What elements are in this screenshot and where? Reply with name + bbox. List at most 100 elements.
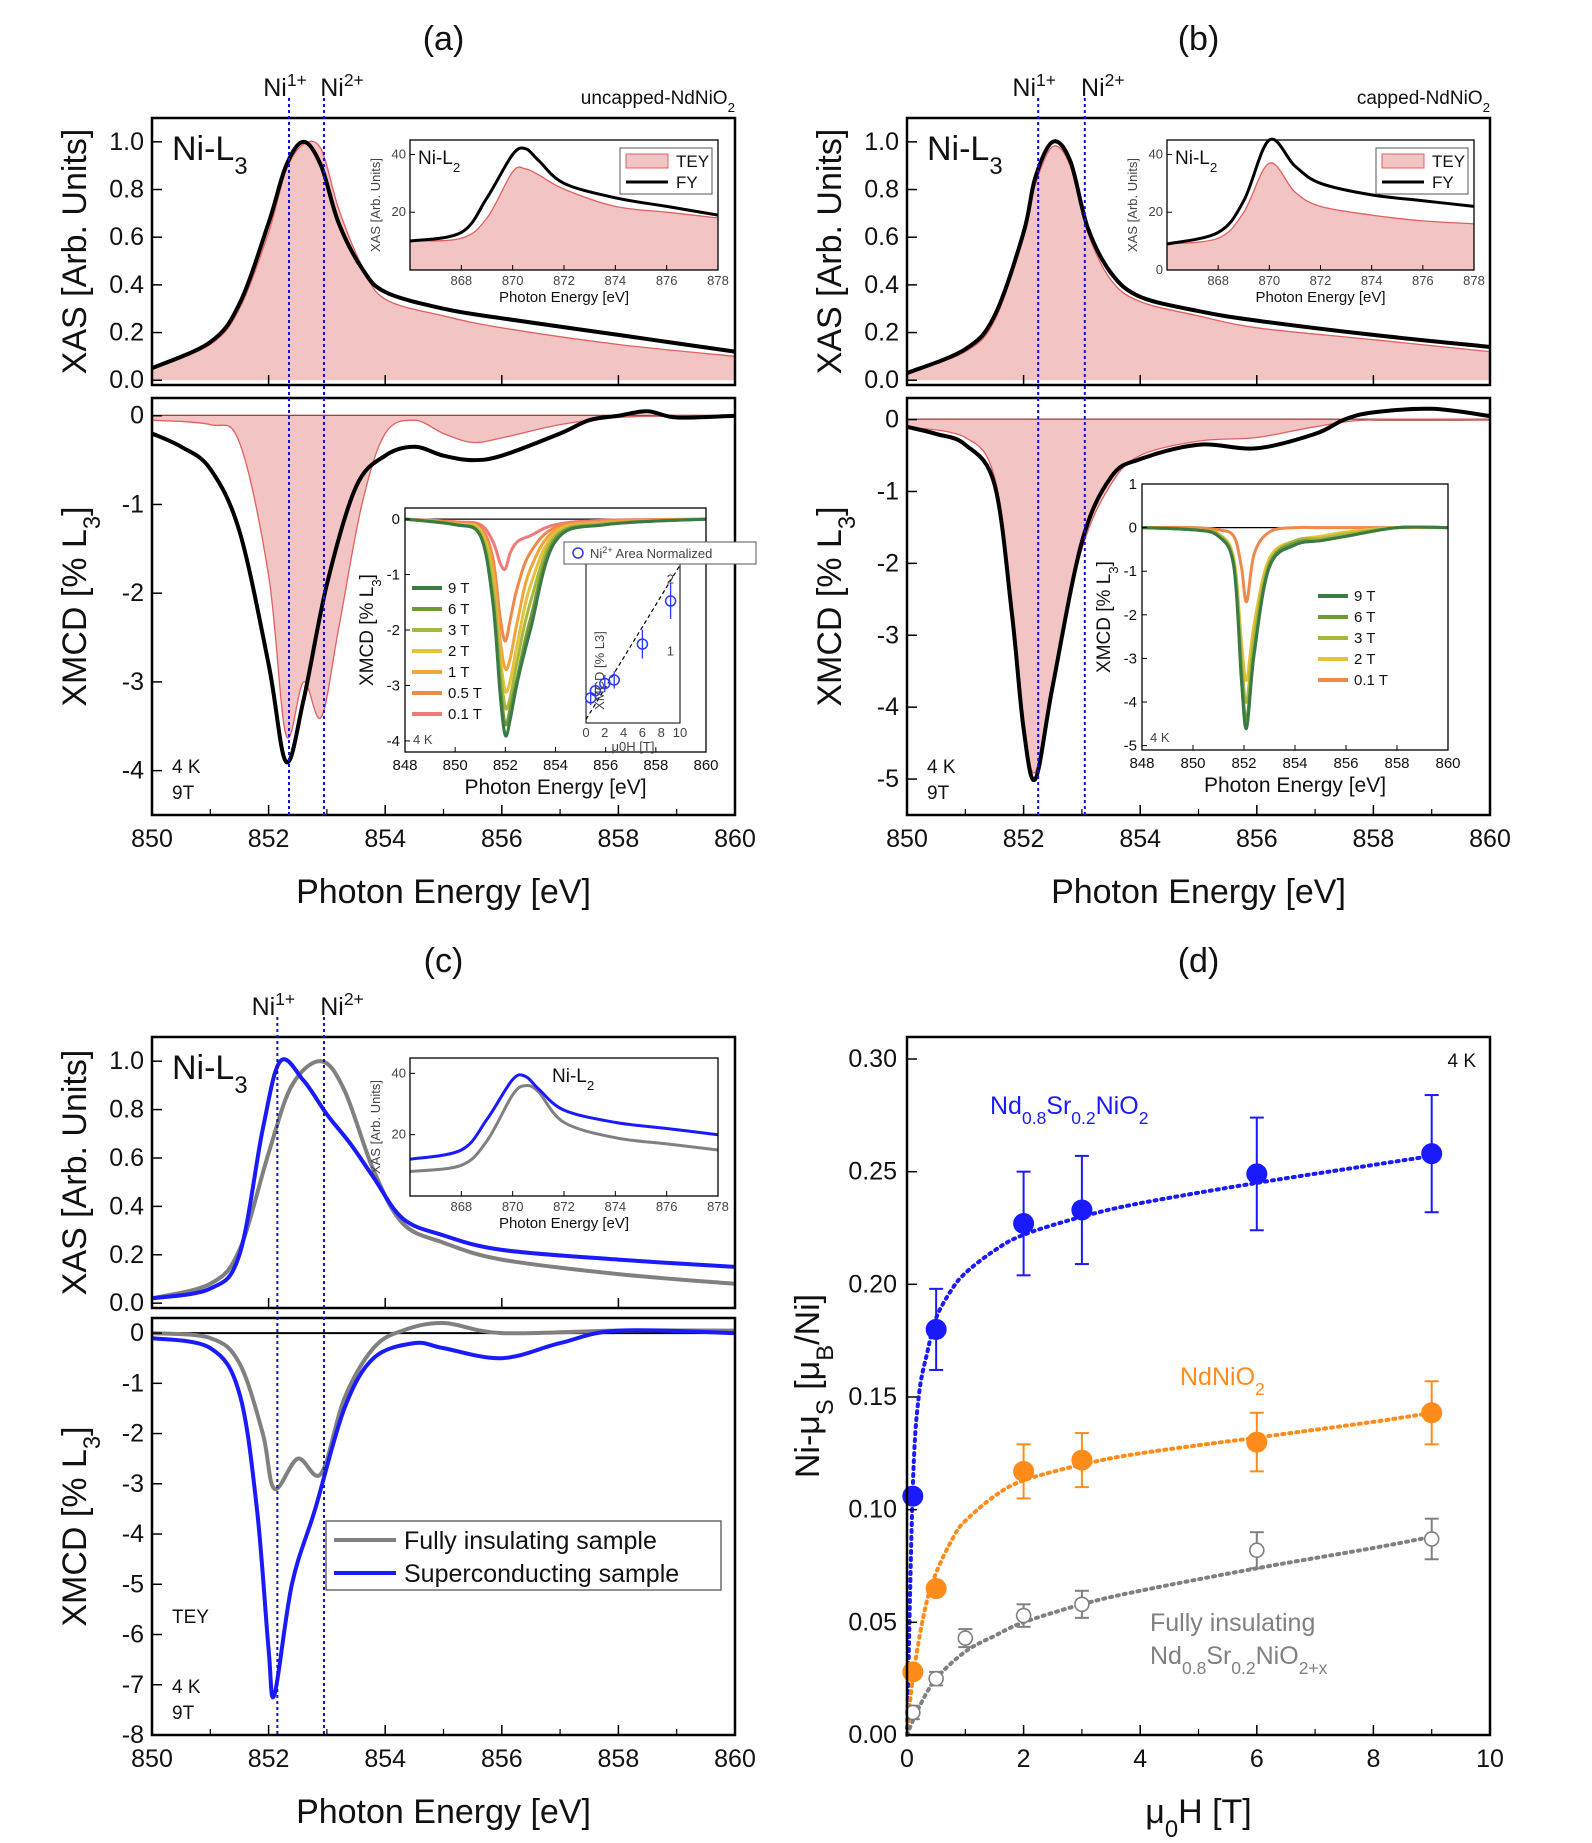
y-tick-label: -4 — [387, 733, 400, 750]
data-point — [925, 1318, 947, 1340]
inset-bg — [1142, 484, 1448, 750]
s1-label: Nd0.8Sr0.2NiO2 — [990, 1092, 1148, 1128]
x-tick-label: 856 — [593, 757, 618, 774]
legend-swatch-tey — [625, 153, 669, 169]
y-tick-label: 0.6 — [109, 223, 144, 251]
x-tick-label: 858 — [1353, 825, 1395, 853]
y-tick-label: -2 — [122, 579, 144, 607]
x-tick-label: 4 — [1133, 1745, 1147, 1773]
inset-l2: 868 870 872 874 876 878 20 40 Photon Energy [eV]… — [368, 1057, 729, 1232]
temp-label: 4 K — [172, 1677, 201, 1698]
inset-fy-line — [1166, 137, 1475, 246]
x-tick-label: 858 — [1384, 755, 1409, 772]
mode-label: TEY — [172, 1607, 209, 1628]
data-point — [957, 1630, 974, 1646]
y-tick-label: 0 — [1156, 262, 1163, 277]
y-tick-label: 0.8 — [864, 176, 899, 204]
inset-tey-line — [1166, 162, 1475, 245]
y-tick-label: 40 — [392, 146, 406, 161]
s3-label-a: Fully insulating — [1150, 1609, 1315, 1637]
x-tick-label: 878 — [707, 273, 729, 288]
x-tick-label: 868 — [450, 1199, 472, 1214]
x-tick-label: 874 — [604, 273, 626, 288]
inset-tey-line — [409, 166, 719, 242]
inset-superconducting-line — [409, 1073, 719, 1161]
y-tick-label: 0.6 — [109, 1144, 144, 1172]
ni2-label: Ni2+ — [1081, 70, 1125, 102]
x-tick-label: 860 — [693, 757, 718, 774]
subinset-y-title: XMCD [% L3] — [592, 631, 607, 710]
x-tick-label: 870 — [502, 273, 524, 288]
x-tick-label: 856 — [1236, 825, 1278, 853]
y-tick-label: 40 — [1149, 146, 1163, 161]
y-tick-label: 0 — [885, 406, 899, 434]
y-tick-label: -7 — [122, 1671, 144, 1699]
x-axis-title: Photon Energy [eV] — [296, 873, 591, 911]
panel-label: (a) — [423, 20, 465, 58]
x-tick-label: 860 — [1469, 825, 1511, 853]
xas-frame — [905, 116, 1492, 387]
xas-fy-line — [151, 139, 736, 371]
x-axis-title: Photon Energy [eV] — [1051, 873, 1346, 911]
xas-fy-line — [906, 139, 1491, 375]
x-tick-label: 848 — [392, 757, 417, 774]
legend-label: 9 T — [448, 580, 469, 597]
data-point — [1013, 1460, 1035, 1482]
xas-y-axis-title: XAS [Arb. Units] — [56, 1050, 94, 1296]
x-tick-label: 876 — [656, 273, 678, 288]
y-tick-label: 0.4 — [109, 271, 144, 299]
y-tick-label: -3 — [877, 621, 899, 649]
x-tick-label: 860 — [714, 825, 756, 853]
y-tick-label: -4 — [122, 1520, 144, 1548]
y-tick-label: 0.8 — [109, 1096, 144, 1124]
inset-y-title: XAS [Arb. Units] — [368, 158, 383, 252]
inset-x-title: Photon Energy [eV] — [499, 289, 629, 306]
xmcd-tey-line — [151, 414, 736, 739]
y-tick-label: 2 — [667, 572, 674, 587]
x-tick-label: 874 — [1361, 273, 1383, 288]
y-tick-label: 0.10 — [848, 1496, 897, 1524]
legend-tey: TEY — [676, 152, 709, 171]
legend-swatch-tey — [1381, 153, 1425, 169]
data-point — [1015, 1607, 1032, 1624]
legend-label: 0.5 T — [448, 685, 482, 702]
legend-label: 0.1 T — [1354, 672, 1388, 689]
y-tick-label: 20 — [1149, 204, 1163, 219]
y-tick-label: -4 — [1124, 694, 1137, 711]
y-tick-label: 0.4 — [864, 271, 899, 299]
data-point — [1421, 1402, 1443, 1424]
y-tick-label: 0.25 — [848, 1158, 897, 1186]
inset-y-title: XMCD [% L3] — [1094, 561, 1121, 673]
x-tick-label: 874 — [604, 1199, 626, 1214]
s2-label: NdNiO2 — [1180, 1363, 1265, 1399]
data-point — [1013, 1212, 1035, 1234]
y-tick-label: -3 — [122, 1470, 144, 1498]
y-tick-label: -1 — [877, 477, 899, 505]
legend-superconducting: Superconducting sample — [404, 1560, 679, 1588]
y-tick-label: 40 — [392, 1065, 406, 1080]
y-tick-label: -2 — [387, 622, 400, 639]
y-tick-label: 0 — [130, 402, 144, 430]
y-tick-label: 0.05 — [848, 1608, 897, 1636]
y-tick-label: -5 — [122, 1570, 144, 1598]
x-tick-label: 850 — [131, 1745, 173, 1773]
ni2-label: Ni2+ — [320, 989, 364, 1021]
inset-insulating-line — [409, 1083, 719, 1173]
xas-frame — [150, 1035, 737, 1310]
panel-label: (c) — [424, 942, 464, 980]
inset-edge-label: Ni-L2 — [552, 1066, 594, 1093]
y-tick-label: -8 — [122, 1721, 144, 1749]
corner-title: capped-NdNiO2 — [1357, 88, 1490, 115]
x-tick-label: 860 — [1435, 755, 1460, 772]
x-tick-label: 876 — [1412, 273, 1434, 288]
subinset-x-title: μ0H [T] — [612, 739, 655, 754]
inset-tey-fill — [1167, 162, 1474, 270]
data-point — [925, 1578, 947, 1600]
x-tick-label: 854 — [364, 1745, 406, 1773]
y-tick-label: 0 — [392, 511, 400, 528]
x-tick-label: 10 — [673, 725, 687, 740]
x-tick-label: 872 — [553, 1199, 575, 1214]
y-tick-label: -4 — [122, 757, 144, 785]
